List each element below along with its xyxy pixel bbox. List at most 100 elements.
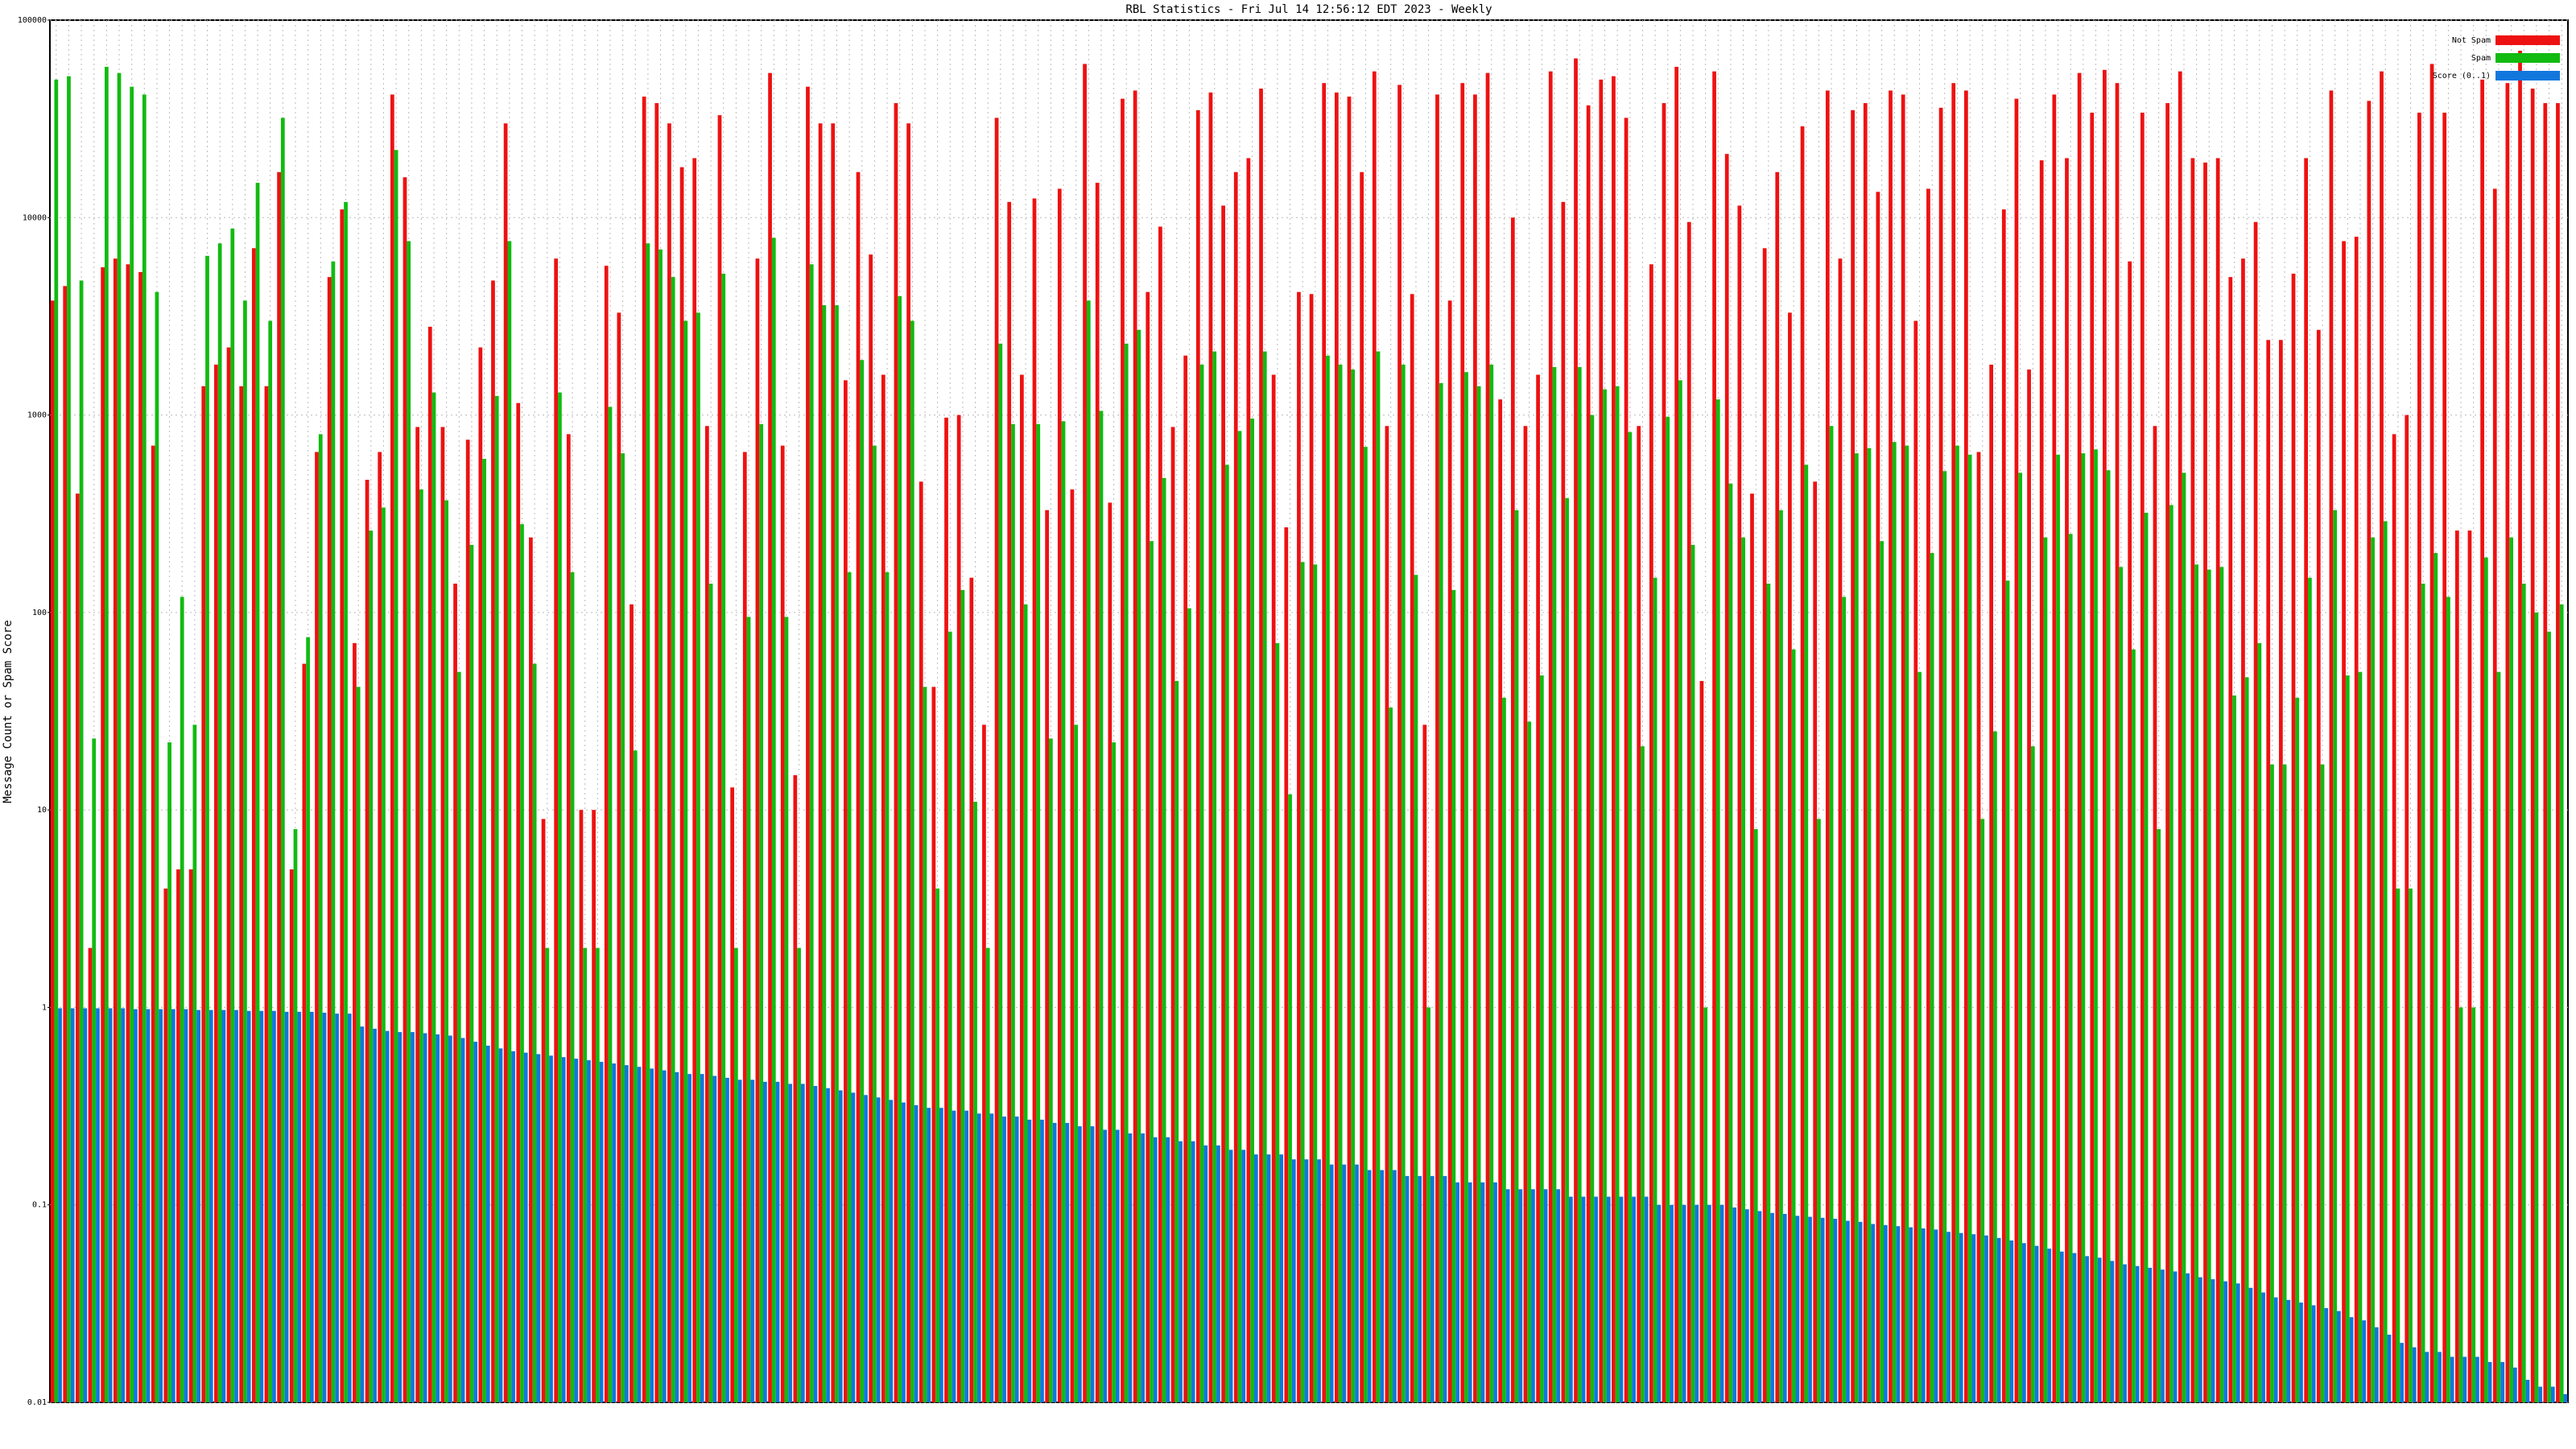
bar <box>2559 604 2564 1402</box>
bar <box>1946 1232 1951 1402</box>
bar <box>440 427 445 1402</box>
bar <box>944 417 948 1402</box>
bar <box>2367 101 2372 1402</box>
bar <box>1150 541 1154 1402</box>
bar <box>574 1059 579 1402</box>
bar <box>1889 90 1893 1403</box>
bar <box>2065 158 2069 1402</box>
bar <box>1473 94 1477 1402</box>
bar <box>378 452 382 1402</box>
bar <box>511 1051 515 1402</box>
bar <box>2219 567 2224 1402</box>
bar <box>1141 1133 1145 1402</box>
bar <box>385 1030 390 1402</box>
bar <box>2278 340 2283 1402</box>
bar <box>1014 1117 1019 1402</box>
bar <box>201 386 206 1403</box>
bar <box>264 386 269 1403</box>
bar <box>1590 415 1595 1402</box>
plot-frame <box>49 19 2569 1403</box>
bar <box>1846 1220 1850 1402</box>
bar <box>382 507 386 1403</box>
bar <box>121 1008 126 1402</box>
bar <box>621 453 625 1402</box>
bar <box>1137 329 1141 1403</box>
bar <box>482 458 486 1402</box>
bar <box>1271 374 1276 1403</box>
bar <box>1329 1164 1334 1402</box>
bar <box>2304 158 2309 1402</box>
bar <box>1703 1007 1708 1402</box>
bar <box>637 1067 642 1402</box>
bar <box>822 305 827 1402</box>
bar <box>2165 103 2169 1402</box>
bar <box>79 280 84 1403</box>
bar <box>277 171 281 1402</box>
bar <box>2421 584 2425 1402</box>
bar <box>92 738 97 1402</box>
bar <box>2550 1386 2555 1402</box>
bar <box>1838 258 1843 1402</box>
bar <box>1099 411 1104 1402</box>
bar <box>494 395 499 1402</box>
bar <box>498 1048 503 1402</box>
bar <box>347 1013 352 1402</box>
bar <box>2241 258 2245 1402</box>
bar <box>1750 493 1754 1402</box>
bar <box>159 1009 163 1402</box>
bar <box>976 1113 981 1402</box>
bar <box>633 750 638 1402</box>
bar <box>1158 226 1162 1402</box>
bar <box>1095 183 1100 1403</box>
bar <box>1880 541 1884 1402</box>
bar <box>835 305 839 1402</box>
bar <box>956 415 961 1402</box>
bar <box>1351 369 1356 1402</box>
bar <box>2052 94 2057 1402</box>
bar <box>117 72 122 1402</box>
legend-label: Spam <box>2471 54 2491 63</box>
bar <box>1128 1133 1133 1402</box>
bar <box>579 810 584 1402</box>
bar <box>1871 1224 1876 1402</box>
bar <box>1657 1204 1662 1402</box>
bar <box>302 663 307 1402</box>
bar <box>1103 1129 1108 1402</box>
bar <box>1707 1204 1711 1402</box>
bar <box>2001 209 2006 1402</box>
bar <box>1649 264 1653 1402</box>
bar <box>1913 320 1918 1402</box>
bar <box>831 123 836 1403</box>
bar <box>1606 1196 1611 1402</box>
bar <box>587 1060 591 1402</box>
bar <box>1241 1150 1246 1402</box>
bar <box>1334 92 1339 1403</box>
bar <box>2299 1302 2303 1402</box>
bar <box>1480 1182 1485 1402</box>
bar <box>485 1045 490 1402</box>
bar <box>2157 828 2161 1402</box>
bar <box>1061 421 1066 1402</box>
bar <box>2140 112 2145 1403</box>
bar <box>721 273 726 1402</box>
bar <box>2228 277 2233 1403</box>
bar <box>146 1009 151 1402</box>
bar <box>630 604 634 1402</box>
bar <box>1476 386 1481 1403</box>
bar <box>1892 442 1897 1402</box>
bar <box>2412 1347 2417 1402</box>
bar <box>1829 426 1834 1403</box>
bar <box>759 423 764 1402</box>
bar <box>1867 448 1872 1403</box>
bar <box>2123 1264 2127 1402</box>
bar <box>1355 1164 1359 1402</box>
bar <box>1574 58 1578 1403</box>
bar <box>2409 888 2413 1402</box>
bar <box>1027 1119 1032 1402</box>
bar <box>2380 71 2384 1403</box>
bar <box>826 1088 830 1402</box>
bar <box>2496 671 2501 1402</box>
bar <box>2530 89 2535 1403</box>
bar <box>171 1009 175 1402</box>
